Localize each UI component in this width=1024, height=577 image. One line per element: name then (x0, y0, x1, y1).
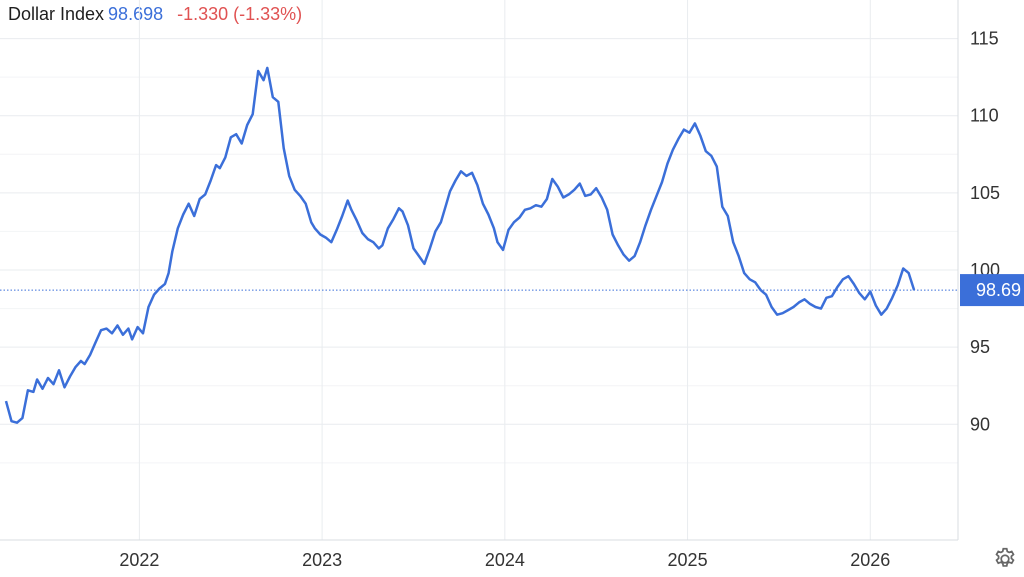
price-tag-background (960, 274, 1024, 307)
y-tick-label-105: 105 (970, 183, 1000, 203)
series-line-dollar-index[interactable] (4, 66, 916, 424)
gear-icon (995, 547, 1015, 567)
x-tick-label-2024: 2024 (485, 550, 525, 570)
x-tick-label-2023: 2023 (302, 550, 342, 570)
y-tick-label-110: 110 (970, 106, 999, 126)
x-tick-label-2026: 2026 (850, 550, 890, 570)
current-price: 98.698 (108, 4, 164, 24)
y-tick-label-115: 115 (970, 29, 999, 49)
y-tick-label-95: 95 (970, 337, 990, 357)
grid-lines (0, 0, 958, 540)
chart-axes (0, 0, 959, 541)
price-tag-label: 98.69 (976, 280, 1021, 300)
price-change: -1.330 (-1.33%) (177, 4, 303, 24)
chart-header: Dollar Index 98.698 -1.330 (-1.33%) (8, 2, 302, 26)
x-axis-ticks: 2022 2023 2024 2025 2026 (119, 550, 890, 570)
settings-button[interactable] (992, 546, 1018, 572)
x-tick-label-2022: 2022 (119, 550, 159, 570)
current-price-tag: 98.69 (960, 274, 1024, 307)
x-tick-label-2025: 2025 (668, 550, 708, 570)
instrument-name: Dollar Index (8, 4, 105, 24)
y-tick-label-90: 90 (970, 414, 990, 434)
